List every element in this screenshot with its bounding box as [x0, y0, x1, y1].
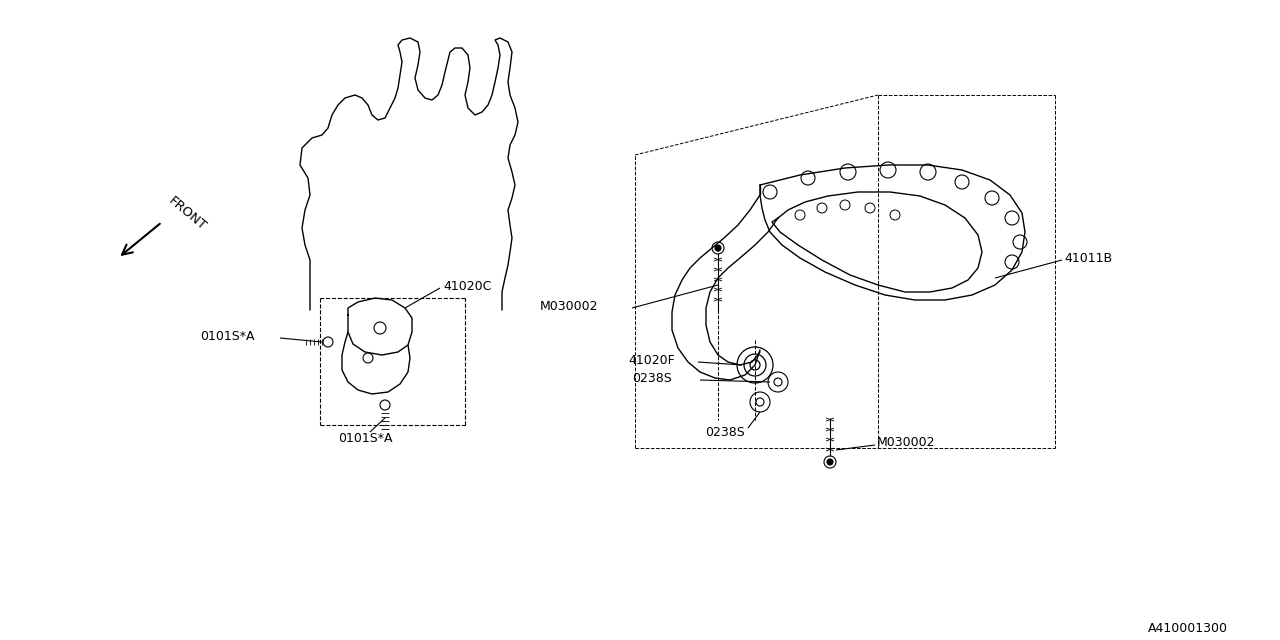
Text: FRONT: FRONT [166, 195, 209, 234]
Text: M030002: M030002 [877, 436, 936, 449]
Circle shape [827, 459, 833, 465]
Text: M030002: M030002 [540, 300, 599, 312]
Text: 0238S: 0238S [705, 426, 745, 438]
Circle shape [716, 245, 721, 251]
Text: 41020F: 41020F [628, 353, 675, 367]
Text: 0101S*A: 0101S*A [200, 330, 255, 342]
Text: 0238S: 0238S [632, 371, 672, 385]
Text: 41011B: 41011B [1064, 252, 1112, 264]
Text: 41020C: 41020C [443, 280, 492, 292]
Text: A410001300: A410001300 [1148, 621, 1228, 634]
Text: 0101S*A: 0101S*A [338, 431, 393, 445]
